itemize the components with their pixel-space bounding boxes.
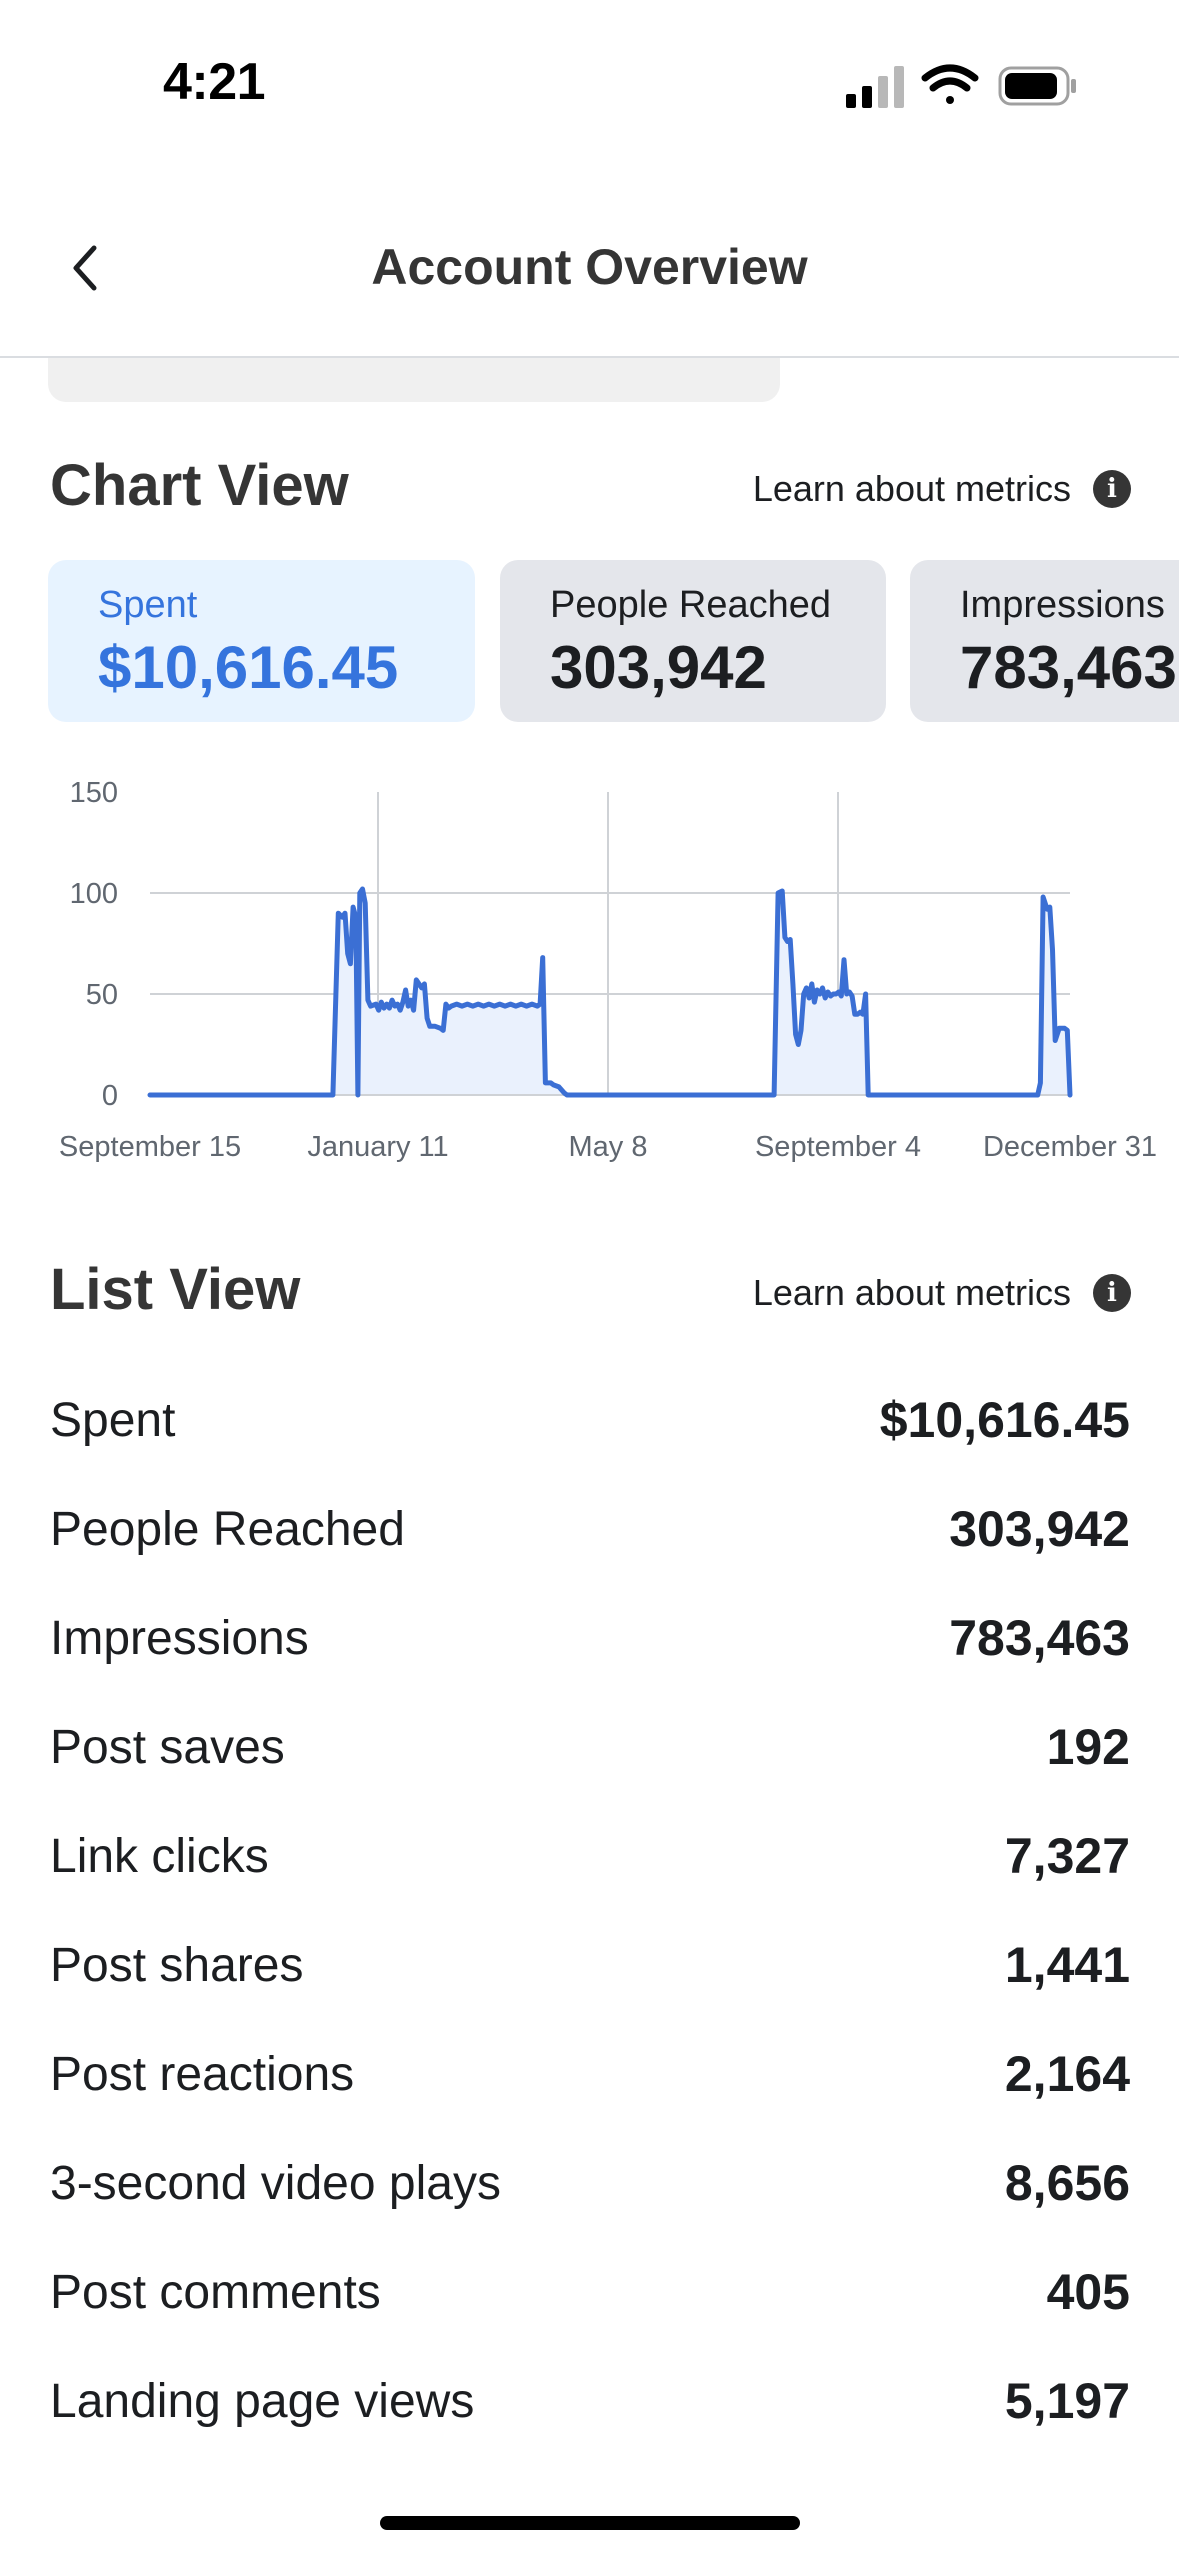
- metric-label: Spent: [98, 584, 198, 626]
- x-tick-label: May 8: [569, 1131, 648, 1163]
- y-tick-label: 100: [70, 878, 118, 910]
- metric-card-spent[interactable]: Spent $10,616.45: [48, 560, 475, 722]
- battery-icon: [998, 66, 1076, 106]
- back-button[interactable]: [60, 238, 110, 298]
- list-row-post-saves: Post saves 192: [50, 1693, 1130, 1801]
- list-value: 1,441: [1004, 1937, 1130, 1993]
- list-value: $10,616.45: [879, 1392, 1130, 1448]
- y-tick-label: 0: [102, 1080, 118, 1112]
- learn-about-metrics-link[interactable]: Learn about metrics i: [753, 468, 1131, 510]
- list-learn-about-metrics-link[interactable]: Learn about metrics i: [753, 1272, 1131, 1314]
- cellular-signal-icon: [846, 66, 904, 108]
- list-view-title: List View: [50, 1257, 301, 1322]
- nav-header: Account Overview: [0, 150, 1179, 358]
- metric-selector: Spent $10,616.45 People Reached 303,942 …: [48, 560, 1179, 722]
- list-value: 405: [1046, 2264, 1130, 2320]
- list-row-post-comments: Post comments 405: [50, 2238, 1130, 2346]
- x-tick-label: December 31: [983, 1131, 1157, 1163]
- metric-card-people-reached[interactable]: People Reached 303,942: [500, 560, 886, 722]
- chevron-left-icon: [73, 245, 97, 291]
- series-line: [147, 886, 1073, 1098]
- list-value: 2,164: [1004, 2046, 1130, 2102]
- list-row-video-plays: 3-second video plays 8,656: [50, 2129, 1130, 2237]
- list-row-spent: Spent $10,616.45: [50, 1366, 1130, 1474]
- list-value: 783,463: [949, 1610, 1130, 1666]
- wifi-icon: [921, 64, 979, 104]
- list-label: Landing page views: [50, 2374, 475, 2428]
- page-title: Account Overview: [371, 239, 808, 295]
- info-icon: i: [1093, 470, 1131, 508]
- list-label: 3-second video plays: [50, 2156, 501, 2210]
- series-area: [150, 889, 1070, 1095]
- list-row-impressions: Impressions 783,463: [50, 1584, 1130, 1692]
- chart-view-title: Chart View: [50, 453, 349, 518]
- y-tick-label: 50: [86, 979, 118, 1011]
- status-time: 4:21: [163, 53, 266, 111]
- list-label: Impressions: [50, 1611, 309, 1665]
- list-value: 303,942: [949, 1501, 1130, 1557]
- list-row-people-reached: People Reached 303,942: [50, 1475, 1130, 1583]
- list-row-post-reactions: Post reactions 2,164: [50, 2020, 1130, 2128]
- info-icon: i: [1093, 1274, 1131, 1312]
- y-tick-label: 150: [70, 777, 118, 809]
- metric-value: $10,616.45: [98, 634, 399, 701]
- list-value: 5,197: [1004, 2373, 1130, 2429]
- list-value: 7,327: [1004, 1828, 1130, 1884]
- list-label: People Reached: [50, 1502, 405, 1556]
- spent-chart: 0 50 100 150 September 15 January 11 May 8 Sept…: [59, 777, 1157, 1163]
- list-row-link-clicks: Link clicks 7,327: [50, 1802, 1130, 1910]
- learn-about-metrics-label: Learn about metrics: [752, 1272, 1071, 1313]
- list-label: Spent: [50, 1393, 176, 1447]
- list-value: 8,656: [1004, 2155, 1130, 2211]
- list-label: Link clicks: [50, 1829, 269, 1883]
- metric-value: 303,942: [550, 634, 767, 701]
- list-row-landing-page-views: Landing page views 5,197: [50, 2347, 1130, 2455]
- list-label: Post reactions: [50, 2047, 355, 2101]
- home-indicator[interactable]: [380, 2516, 800, 2530]
- metric-card-impressions[interactable]: Impressions 783,463: [910, 560, 1179, 722]
- list-row-post-shares: Post shares 1,441: [50, 1911, 1130, 2019]
- x-tick-label: September 15: [59, 1131, 241, 1163]
- x-tick-label: September 4: [755, 1131, 921, 1163]
- status-bar: 4:21: [0, 0, 1179, 150]
- metric-value: 783,463: [960, 634, 1177, 701]
- status-icons: [846, 64, 1076, 108]
- learn-about-metrics-label: Learn about metrics: [752, 468, 1071, 509]
- list-label: Post saves: [50, 1720, 285, 1774]
- x-tick-label: January 11: [307, 1131, 448, 1163]
- list-value: 192: [1046, 1719, 1130, 1775]
- metric-label: Impressions: [960, 584, 1165, 626]
- list-label: Post comments: [50, 2265, 381, 2319]
- metric-label: People Reached: [550, 584, 831, 626]
- list-label: Post shares: [50, 1938, 304, 1992]
